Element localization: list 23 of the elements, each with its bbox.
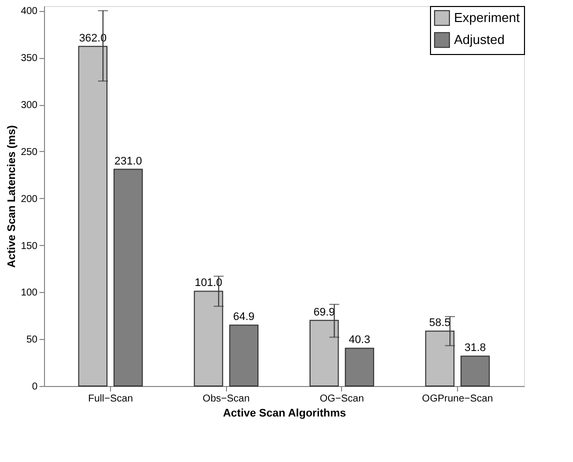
legend-label: Experiment <box>454 10 520 25</box>
x-tick-label: OGPrune−Scan <box>422 394 493 404</box>
y-tick-label: 0 <box>32 382 38 392</box>
y-tick-label: 250 <box>20 146 38 158</box>
legend-label: Adjusted <box>454 32 505 47</box>
y-tick-label: 300 <box>20 100 38 112</box>
y-tick-label: 150 <box>20 240 38 252</box>
x-tick-label: Obs−Scan <box>202 394 250 404</box>
x-axis-title: Active Scan Algorithms <box>222 408 346 420</box>
data-label: 58.5 <box>429 317 451 330</box>
y-axis-title: Active Scan Latencies (ms) <box>6 124 18 268</box>
x-tick-label: OG−Scan <box>320 394 364 404</box>
y-tick-label: 400 <box>20 6 38 18</box>
data-label: 231.0 <box>114 155 142 168</box>
y-tick-label: 50 <box>26 334 38 346</box>
x-tick-label: Full−Scan <box>88 394 133 404</box>
y-tick-label: 200 <box>20 194 38 205</box>
data-label: 31.8 <box>464 342 486 354</box>
data-label: 64.9 <box>233 311 255 324</box>
y-tick-label: 100 <box>20 288 38 299</box>
y-tick-label: 350 <box>20 53 38 64</box>
data-label: 40.3 <box>348 334 370 346</box>
data-label: 69.9 <box>313 306 335 318</box>
